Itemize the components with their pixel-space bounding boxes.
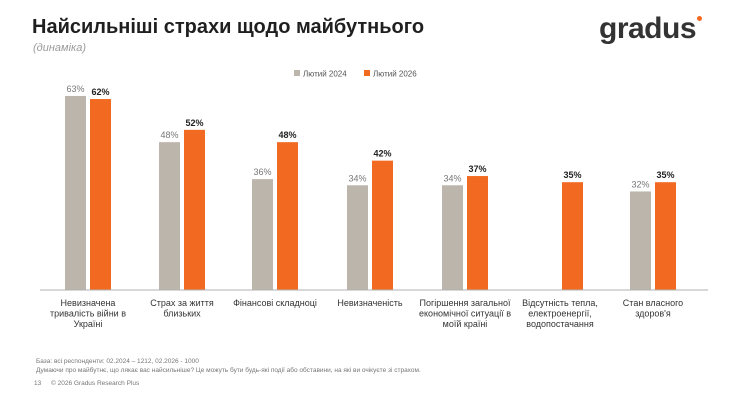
value-label-2024-0: 63%	[66, 84, 84, 94]
category-label-0-line-2: Україні	[74, 319, 103, 329]
category-label-0-line-1: тривалість війни в	[50, 309, 126, 319]
category-label-5-line-2: водопостачання	[526, 319, 594, 329]
value-label-2024-6: 32%	[631, 179, 649, 189]
footer-base: База: всі респонденти: 02.2024 – 1212, 0…	[36, 358, 199, 365]
value-label-2024-4: 34%	[443, 173, 461, 183]
value-label-2026-3: 42%	[373, 149, 391, 159]
value-label-2024-1: 48%	[160, 130, 178, 140]
legend-swatch-2026	[364, 70, 370, 76]
category-label-4-line-0: Погіршення загальної	[420, 298, 511, 308]
value-label-2026-2: 48%	[278, 130, 296, 140]
logo-dot-icon	[697, 16, 702, 21]
bar-2026-2	[277, 142, 298, 290]
bar-2026-5	[562, 182, 583, 290]
page-subtitle: (динаміка)	[33, 42, 86, 54]
bar-2024-2	[252, 179, 273, 290]
category-label-6-line-1: здоров'я	[635, 309, 671, 319]
copyright: © 2026 Gradus Research Plus	[51, 380, 140, 387]
value-label-2026-1: 52%	[185, 118, 203, 128]
category-label-4-line-2: моїй країні	[443, 319, 488, 329]
bar-2024-1	[159, 142, 180, 290]
value-label-2024-2: 36%	[253, 167, 271, 177]
category-label-1-line-0: Страх за життя	[150, 298, 214, 308]
page-title: Найсильніші страхи щодо майбутнього	[32, 16, 425, 38]
legend-label-2026: Лютий 2026	[373, 70, 417, 79]
legend-swatch-2024	[294, 70, 300, 76]
bar-2026-6	[655, 182, 676, 290]
category-label-6-line-0: Стан власного	[623, 298, 683, 308]
bar-2026-3	[372, 160, 393, 290]
category-label-0-line-0: Невизначена	[61, 298, 116, 308]
value-label-2026-6: 35%	[656, 170, 674, 180]
category-label-5-line-0: Відсутність тепла,	[522, 298, 598, 308]
value-label-2026-4: 37%	[468, 164, 486, 174]
bar-2026-4	[467, 176, 488, 290]
bar-2024-0	[65, 95, 86, 291]
category-label-4-line-1: економічної ситуації в	[419, 309, 511, 319]
bar-2026-1	[184, 129, 205, 290]
legend: Лютий 2024 Лютий 2026	[294, 70, 417, 79]
legend-label-2024: Лютий 2024	[303, 70, 347, 79]
value-label-2026-0: 62%	[91, 87, 109, 97]
value-label-2026-5: 35%	[563, 170, 581, 180]
bar-2024-3	[347, 185, 368, 290]
bar-2026-0	[90, 99, 111, 290]
category-label-3-line-0: Невизначеність	[337, 298, 403, 308]
footer-question: Думаючи про майбутнє, що лякає вас найси…	[36, 367, 421, 374]
page-number: 13	[34, 380, 42, 387]
bar-2024-6	[630, 191, 651, 290]
gradus-logo: gradus	[599, 12, 697, 45]
category-label-2-line-0: Фінансові складноці	[233, 298, 317, 308]
value-label-2024-3: 34%	[348, 173, 366, 183]
category-label-5-line-1: електроенергії,	[528, 309, 591, 319]
bar-2024-4	[442, 185, 463, 290]
category-label-1-line-1: близьких	[163, 309, 201, 319]
